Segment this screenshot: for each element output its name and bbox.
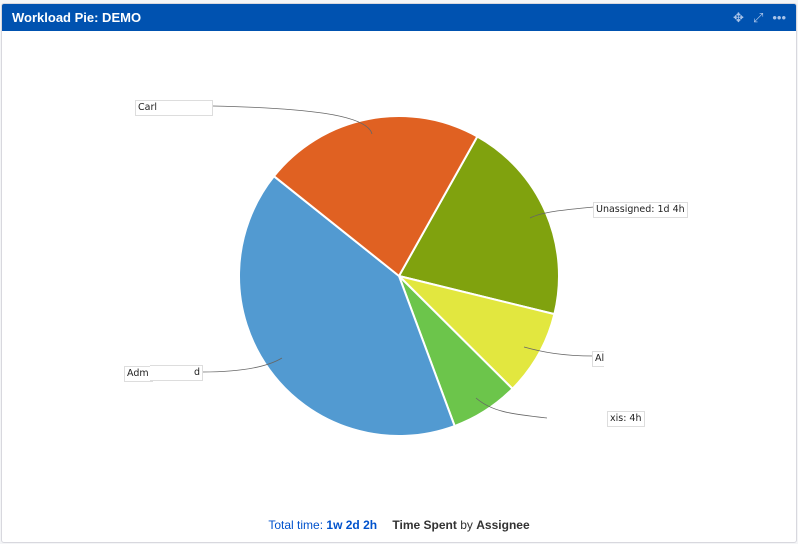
group-label: Assignee — [476, 518, 530, 532]
slice-label-adm-end: d — [150, 365, 203, 381]
leader-line-adm — [201, 357, 283, 373]
expand-icon[interactable]: ⤢ — [752, 9, 764, 25]
by-label: by — [460, 518, 473, 532]
more-icon[interactable]: ••• — [772, 10, 786, 25]
total-time: Total time: 1w 2d 2h — [268, 518, 377, 532]
pie-slice-adm[interactable] — [238, 174, 456, 437]
total-time-label: Total time: — [268, 518, 324, 532]
move-icon[interactable]: ✥ — [733, 9, 744, 25]
pie-slice-carl[interactable] — [272, 115, 479, 278]
pie-slice-unassigned[interactable] — [397, 135, 560, 316]
slice-label-al: Al — [592, 351, 605, 367]
chart-footer: Total time: 1w 2d 2h Time Spent by Assig… — [2, 518, 796, 532]
leader-line-carl — [212, 105, 373, 135]
slice-label-xis: xis: 4h — [607, 411, 645, 427]
slice-label-adm: Adm — [124, 366, 153, 382]
slice-label-carl: Carl — [135, 100, 213, 116]
leader-line-xis — [475, 397, 548, 419]
leader-line-al — [523, 346, 595, 357]
metric-label: Time Spent — [392, 518, 457, 532]
pie-svg — [201, 105, 595, 437]
chart-description: Time Spent by Assignee — [392, 518, 529, 532]
slice-label-unassigned: Unassigned: 1d 4h — [593, 202, 688, 218]
leader-line-unassigned — [529, 206, 595, 219]
total-time-value: 1w 2d 2h — [326, 518, 378, 532]
gadget-header: Workload Pie: DEMO ✥ ⤢ ••• — [2, 4, 796, 31]
pie-chart: Carl Unassigned: 1d 4h Al xis: 4h Adm d — [2, 32, 796, 542]
pie-slice-al[interactable] — [395, 274, 556, 391]
workload-pie-gadget: Workload Pie: DEMO ✥ ⤢ ••• Carl Unassign… — [1, 3, 797, 543]
gadget-title: Workload Pie: DEMO — [12, 10, 142, 25]
